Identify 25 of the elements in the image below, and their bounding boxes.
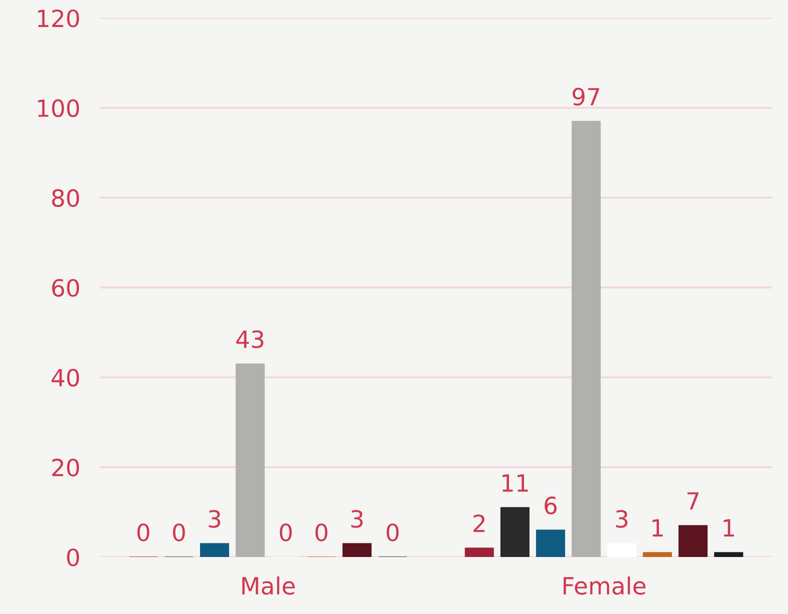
y-tick-label: 0: [67, 548, 79, 566]
y-tick-label: 80: [52, 189, 79, 207]
data-label: 7: [687, 492, 699, 510]
y-tick-label: 20: [52, 458, 79, 476]
data-label: 1: [652, 519, 663, 536]
data-label: 11: [502, 474, 528, 492]
data-label: 0: [280, 523, 292, 542]
data-label: 3: [616, 510, 628, 528]
x-tick-label: Male: [242, 576, 295, 595]
data-label: 3: [351, 510, 363, 528]
data-label: 1: [724, 519, 734, 536]
y-tick-label: 40: [52, 368, 79, 387]
data-label: 0: [173, 523, 185, 542]
data-label: 6: [544, 496, 557, 514]
data-label: 97: [572, 88, 600, 106]
data-label: 0: [386, 523, 399, 542]
data-label: 43: [236, 330, 264, 348]
y-tick-label: 120: [38, 9, 79, 28]
data-label: 2: [474, 514, 484, 532]
data-label: 3: [208, 510, 220, 528]
y-tick-label: 60: [52, 278, 79, 297]
y-tick-label: 100: [38, 99, 79, 118]
x-tick-label: Female: [564, 576, 646, 595]
data-label: 0: [315, 523, 328, 542]
data-label: 0: [137, 523, 150, 542]
